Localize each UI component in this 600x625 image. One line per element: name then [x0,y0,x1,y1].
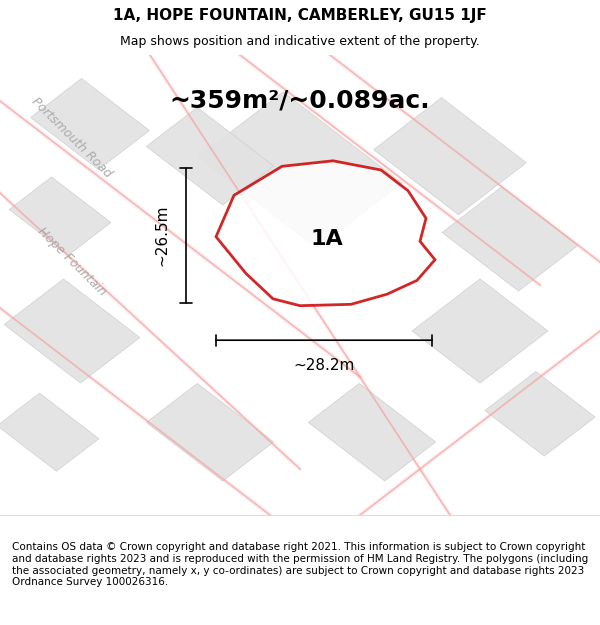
Polygon shape [146,383,274,481]
Polygon shape [9,177,111,255]
Polygon shape [442,187,578,291]
Polygon shape [146,107,274,205]
Polygon shape [0,393,99,471]
Text: ~26.5m: ~26.5m [155,205,170,266]
Polygon shape [308,383,436,481]
Polygon shape [216,161,435,306]
Polygon shape [485,371,595,456]
Polygon shape [4,279,140,383]
Polygon shape [412,279,548,383]
Text: ~28.2m: ~28.2m [293,358,355,373]
Text: Portsmouth Road: Portsmouth Road [29,95,115,181]
Text: 1A, HOPE FOUNTAIN, CAMBERLEY, GU15 1JF: 1A, HOPE FOUNTAIN, CAMBERLEY, GU15 1JF [113,8,487,23]
Text: 1A: 1A [311,229,343,249]
Polygon shape [374,98,526,215]
Polygon shape [198,92,402,248]
Polygon shape [31,79,149,169]
Text: Contains OS data © Crown copyright and database right 2021. This information is : Contains OS data © Crown copyright and d… [12,542,588,588]
Text: Hope Fountain: Hope Fountain [35,225,109,299]
Text: Map shows position and indicative extent of the property.: Map shows position and indicative extent… [120,35,480,48]
Text: ~359m²/~0.089ac.: ~359m²/~0.089ac. [170,89,430,113]
